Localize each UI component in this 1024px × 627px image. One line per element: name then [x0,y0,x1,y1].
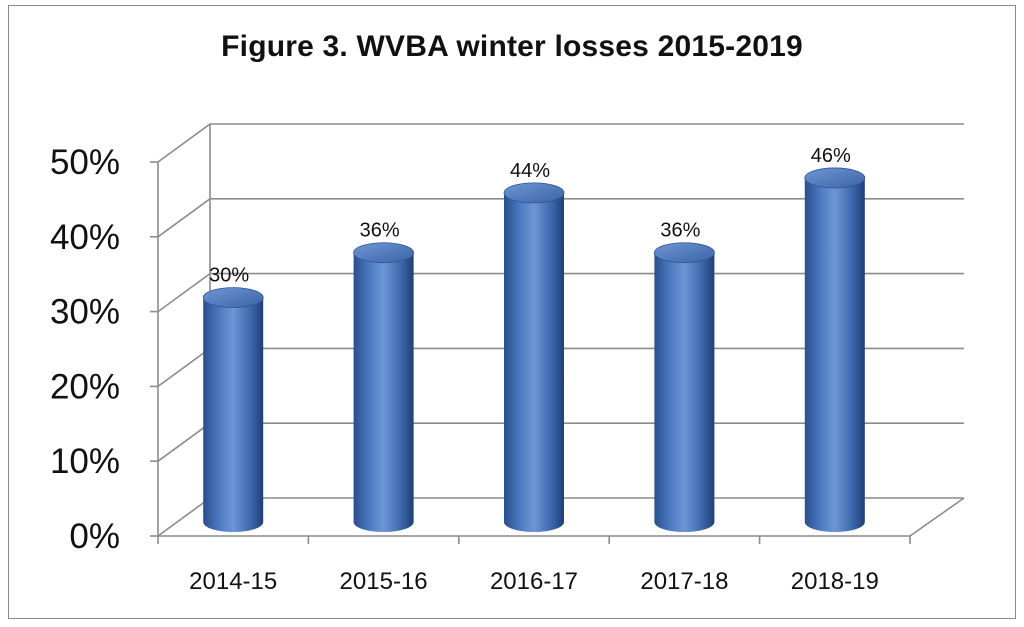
chart-title: Figure 3. WVBA winter losses 2015-2019 [221,30,803,63]
gridline-side [157,347,211,388]
data-label: 36% [660,220,700,242]
bar-body [203,297,264,532]
y-tick-label: 30% [50,293,120,332]
floor-right-edge [909,497,965,537]
bar-body [804,177,865,533]
y-tick-label: 20% [50,367,120,406]
bar [202,287,264,532]
x-tick-label: 2018-19 [791,568,879,595]
x-tick-label: 2017-18 [640,568,728,595]
bar-top [804,167,866,189]
y-tick-label: 50% [50,143,120,182]
bar [503,182,565,532]
bar [353,242,415,532]
data-label: 30% [209,265,249,287]
gridline-side [157,123,211,163]
bars [202,167,866,533]
gridline-side [157,198,211,238]
bar-body [504,192,564,532]
gridline-side [157,272,211,313]
bar-top [353,242,415,264]
gridline-side [157,422,211,462]
data-labels: 30% 36% 44% 36% 46% [209,145,851,287]
x-tick-labels: 2014-15 2015-16 2016-17 2017-18 2018-19 [189,568,879,595]
floor-left-edge [157,497,211,537]
bar-body [353,252,414,532]
x-tick-label: 2015-16 [340,568,428,595]
bar-body [654,252,715,532]
y-tick-labels: 0% 10% 20% 30% 40% 50% [50,143,120,556]
x-tick-label: 2016-17 [490,568,578,595]
bar [654,242,715,532]
data-label: 46% [811,145,851,167]
bar-top [503,182,565,204]
y-tick-label: 40% [50,218,120,257]
data-label: 36% [360,220,400,242]
y-tick-label: 0% [69,517,120,556]
x-tick-label: 2014-15 [189,568,277,595]
bar [804,167,866,533]
y-tick-label: 10% [50,442,120,481]
bar-top [654,242,715,264]
data-label: 44% [510,160,550,182]
bar-top [202,287,264,309]
